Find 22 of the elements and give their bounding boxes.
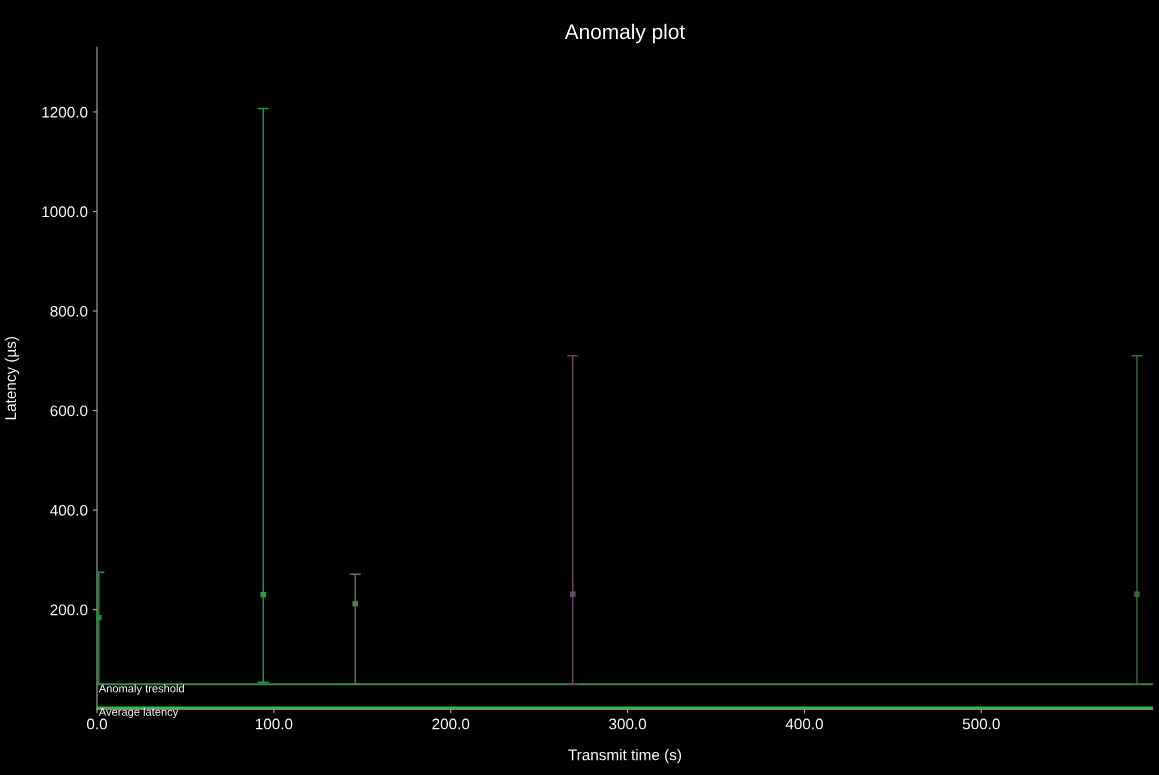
x-tick-label: 200.0 xyxy=(432,718,470,730)
y-tick-label: 1200.0 xyxy=(42,106,88,118)
ref-line-label: Anomaly treshold xyxy=(98,684,184,695)
x-tick-label: 100.0 xyxy=(255,718,293,730)
ref-line-label: Average latency xyxy=(98,707,179,718)
point xyxy=(260,591,267,598)
y-tick-label: 800.0 xyxy=(50,305,88,317)
x-axis-title: Transmit time (s) xyxy=(568,749,681,764)
point xyxy=(96,614,102,621)
x-tick-label: 0.0 xyxy=(86,718,108,730)
y-tick-label: 200.0 xyxy=(50,604,88,616)
x-tick-label: 500.0 xyxy=(962,718,1000,730)
chart-title: Anomaly plot xyxy=(564,23,685,44)
y-tick-label: 600.0 xyxy=(50,405,88,417)
x-tick-label: 300.0 xyxy=(609,718,647,730)
point xyxy=(352,600,358,607)
point xyxy=(1134,591,1140,597)
y-tick-label: 1000.0 xyxy=(42,206,88,218)
point xyxy=(569,591,576,597)
y-tick-label: 400.0 xyxy=(50,504,88,516)
x-tick-label: 400.0 xyxy=(785,718,823,730)
y-axis-title: Latency (µs) xyxy=(4,336,20,420)
